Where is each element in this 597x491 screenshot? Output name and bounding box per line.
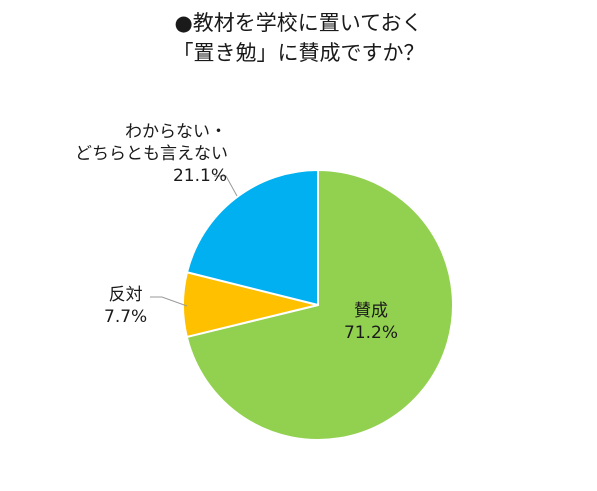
- slice-label-unknown-line-2: どちらとも言えない: [75, 144, 228, 164]
- chart-title-line-1: ●教材を学校に置いておく: [174, 11, 423, 35]
- slice-label-oppose: 反対 7.7%: [104, 284, 147, 328]
- leader-lines: [150, 175, 238, 307]
- pie-slices: [182, 169, 454, 441]
- pie-slice-unknown: [186, 169, 319, 306]
- slice-label-oppose-value: 7.7%: [104, 307, 148, 327]
- chart-title: ●教材を学校に置いておく 「置き勉」に賛成ですか？: [0, 8, 597, 68]
- chart-title-line-2: 「置き勉」に賛成ですか？: [172, 41, 425, 65]
- pie-slice-agree: [185, 169, 454, 441]
- slice-label-agree-value: 71.2%: [343, 323, 398, 343]
- slice-label-oppose-name: 反対: [108, 285, 143, 305]
- slice-label-unknown: わからない・ どちらとも言えない 21.1%: [75, 121, 228, 187]
- slice-label-unknown-line-1: わからない・: [125, 122, 227, 142]
- leader-line-oppose: [150, 296, 188, 307]
- slice-label-agree-name: 賛成: [354, 301, 388, 321]
- leader-line-unknown: [214, 175, 238, 197]
- slice-label-agree: 賛成 71.2%: [331, 300, 411, 344]
- slice-label-unknown-value: 21.1%: [172, 166, 227, 186]
